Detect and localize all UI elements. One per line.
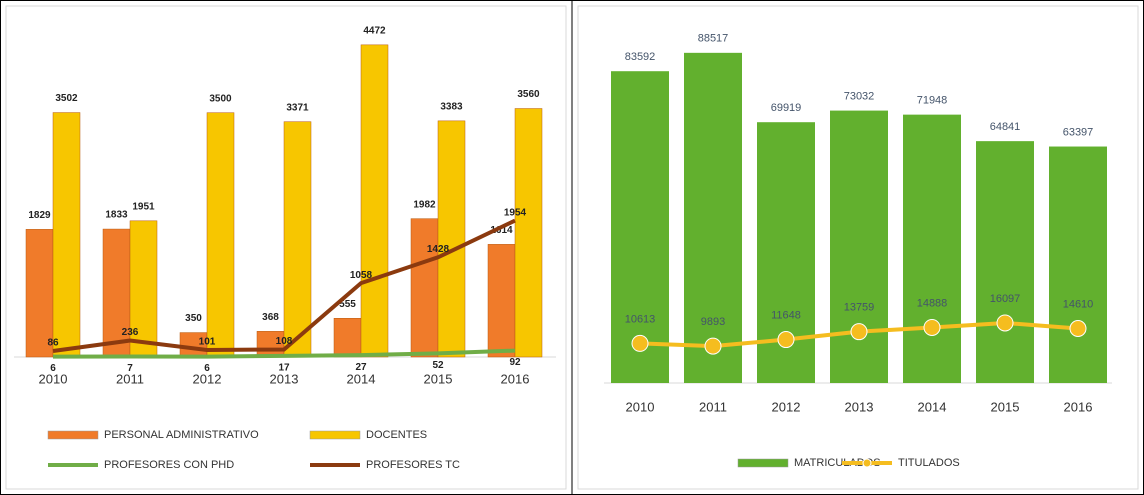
data-label: 11648 [771, 309, 801, 321]
x-tick-label: 2012 [772, 399, 801, 414]
data-label: 108 [276, 336, 293, 347]
data-label: 1614 [490, 225, 513, 236]
data-label: 14610 [1063, 298, 1094, 310]
bar [611, 71, 669, 383]
bar [333, 318, 362, 358]
data-label: 1058 [350, 270, 373, 281]
chart-border [577, 5, 1139, 490]
legend-swatch [309, 430, 361, 440]
x-tick-label: 2010 [39, 371, 68, 386]
data-label: 64841 [990, 121, 1021, 133]
legend-label: DOCENTES [366, 429, 427, 441]
data-label: 16097 [990, 293, 1021, 305]
data-label: 6 [50, 363, 56, 374]
marker [923, 318, 941, 336]
data-label: 350 [185, 313, 202, 324]
data-label: 71948 [917, 95, 948, 107]
data-label: 10613 [625, 313, 656, 325]
bar [830, 110, 888, 383]
x-tick-label: 2010 [626, 399, 655, 414]
x-tick-label: 2011 [699, 399, 727, 414]
data-label: 6 [204, 363, 210, 374]
bar [1049, 146, 1107, 383]
data-label: 92 [509, 357, 521, 368]
x-tick-label: 2012 [193, 371, 222, 386]
data-label: 83592 [625, 51, 656, 63]
bar [410, 218, 439, 358]
bar [903, 114, 961, 383]
x-tick-label: 2016 [1064, 399, 1093, 414]
data-label: 69919 [771, 102, 802, 114]
data-label: 1833 [105, 210, 128, 221]
data-label: 13759 [844, 302, 875, 314]
bar [684, 52, 742, 383]
legend-label: PERSONAL ADMINISTRATIVO [104, 429, 259, 441]
bar [437, 120, 466, 358]
x-tick-label: 2014 [347, 371, 376, 386]
data-label: 52 [432, 360, 444, 371]
data-label: 101 [199, 337, 216, 348]
data-label: 9893 [701, 316, 725, 328]
marker [704, 337, 722, 355]
data-label: 14888 [917, 297, 948, 309]
data-label: 3502 [55, 93, 78, 104]
x-tick-label: 2013 [845, 399, 874, 414]
marker [777, 331, 795, 349]
bar [514, 108, 543, 358]
data-label: 3560 [517, 89, 540, 100]
legend-label: PROFESORES CON PHD [104, 459, 234, 471]
data-label: 73032 [844, 90, 875, 102]
marker [850, 323, 868, 341]
bar [129, 220, 158, 358]
data-label: 1829 [28, 210, 51, 221]
x-tick-label: 2015 [424, 371, 453, 386]
data-label: 1951 [132, 201, 155, 212]
x-tick-label: 2015 [991, 399, 1020, 414]
line [52, 348, 516, 359]
data-label: 1954 [504, 207, 527, 218]
bar [52, 112, 81, 358]
marker [631, 334, 649, 352]
data-label: 555 [339, 299, 356, 310]
data-label: 368 [262, 312, 279, 323]
bar [25, 229, 54, 358]
bar [256, 331, 285, 358]
data-label: 4472 [363, 25, 386, 36]
data-label: 3371 [286, 102, 309, 113]
legend-label: PROFESORES TC [366, 459, 460, 471]
data-label: 88517 [698, 33, 729, 45]
marker [1069, 320, 1087, 338]
bar [487, 244, 516, 358]
data-label: 3383 [440, 102, 463, 113]
data-label: 63397 [1063, 126, 1094, 138]
data-label: 3500 [209, 93, 232, 104]
data-label: 1428 [427, 244, 450, 255]
x-tick-label: 2013 [270, 371, 299, 386]
data-label: 7 [127, 363, 133, 374]
legend-marker [862, 458, 872, 468]
bar [360, 44, 389, 358]
legend-label: MATRICULADOS [794, 457, 881, 469]
bar [102, 228, 131, 358]
data-label: 27 [355, 362, 367, 373]
line [52, 218, 516, 353]
bar [206, 112, 235, 358]
legend-swatch [47, 430, 99, 440]
legend-label: TITULADOS [898, 457, 960, 469]
x-tick-label: 2016 [501, 371, 530, 386]
data-label: 236 [122, 327, 139, 338]
bar [283, 121, 312, 358]
x-tick-label: 2011 [116, 371, 144, 386]
data-label: 86 [47, 338, 59, 349]
data-label: 17 [278, 362, 290, 373]
data-label: 1982 [413, 199, 436, 210]
legend-swatch [737, 458, 789, 468]
bar [976, 141, 1034, 383]
x-tick-label: 2014 [918, 399, 947, 414]
marker [996, 314, 1014, 332]
chart-border [5, 5, 567, 490]
